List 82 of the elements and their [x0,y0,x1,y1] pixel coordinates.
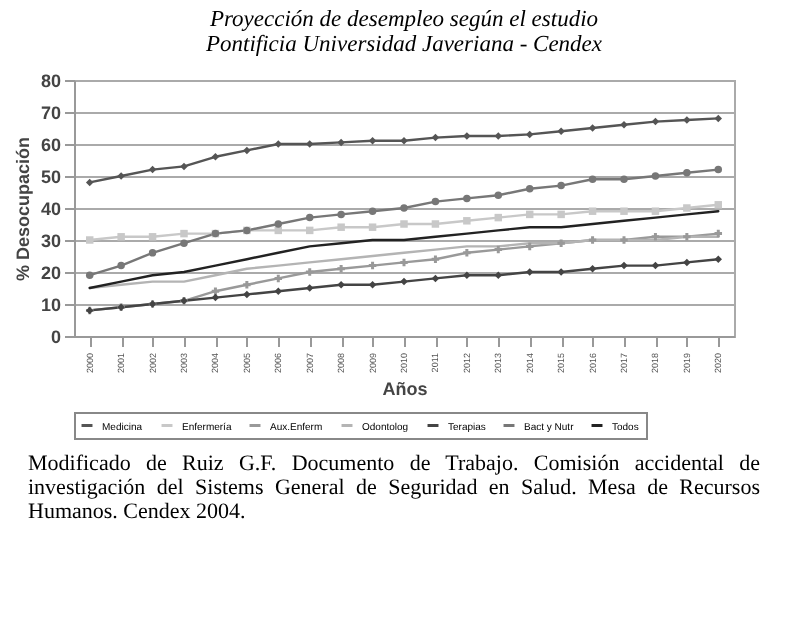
y-tick-label: 70 [40,103,61,123]
point [588,265,597,273]
point [305,213,314,222]
point [148,249,157,257]
point [211,287,220,295]
point [651,172,660,180]
point [525,268,534,276]
chart-title: Proyección de desempleo según el estudio [207,8,599,32]
point [337,210,345,219]
point [494,191,503,199]
point [714,114,723,123]
point [683,169,691,177]
point [620,261,628,270]
point [368,207,377,215]
point [243,281,251,289]
point [588,124,597,132]
point [400,220,408,228]
y-tick-label: 20 [40,263,61,283]
point [431,220,440,228]
point [85,236,94,244]
point [651,233,660,241]
point [431,197,440,206]
point [714,201,723,209]
point [368,261,377,270]
point [274,274,283,283]
point [368,223,377,231]
point [463,249,471,257]
point [180,229,188,238]
y-axis-title: % Desocupación [12,136,33,282]
point [525,185,534,193]
point [651,207,660,215]
point [588,207,597,215]
point [557,181,565,190]
point [211,153,220,161]
x-axis-title: Años [382,379,428,400]
text: Modificado de Ruiz G.F. Documento de Trabajo. Comisión accidental de investigación del Sistems General de Seguridad en Salud. Mesa de Recursos Humanos. Cendex 2004. [28,452,760,524]
y-tick-label: 40 [40,199,61,219]
y-tick-label: 60 [40,135,61,155]
point [714,165,723,174]
line-series [88,210,720,290]
point [683,258,691,267]
chart-subtitle: Pontificia Universidad Javeriana - Cendex [203,33,604,57]
point [305,284,314,292]
point [148,233,157,241]
y-tick-label: 80 [40,71,61,91]
point [683,204,691,212]
point [463,194,471,203]
point [557,127,565,135]
point [117,261,125,270]
point [494,245,503,254]
point [180,162,188,171]
point [85,271,94,279]
point [463,217,471,225]
point [714,255,723,263]
point [337,281,345,289]
point [525,130,534,139]
y-tick-label: 10 [40,295,61,315]
point [117,233,125,241]
point [400,277,408,286]
point [714,229,723,238]
point [337,223,345,231]
point [588,175,597,183]
point [243,290,251,299]
point [337,138,345,147]
point [243,146,251,155]
point [368,281,377,289]
y-tick-label: 50 [40,167,61,187]
point [85,178,94,187]
point [274,220,283,228]
point [525,242,534,251]
point [557,239,565,247]
point [368,137,377,145]
point [180,239,188,247]
y-tick-label: 0 [50,327,61,347]
point [431,255,440,263]
y-tick-label: 30 [40,231,61,251]
point [337,265,345,273]
point [620,207,628,215]
point [683,233,691,241]
point [463,271,471,279]
point [620,175,628,183]
point [400,204,408,212]
